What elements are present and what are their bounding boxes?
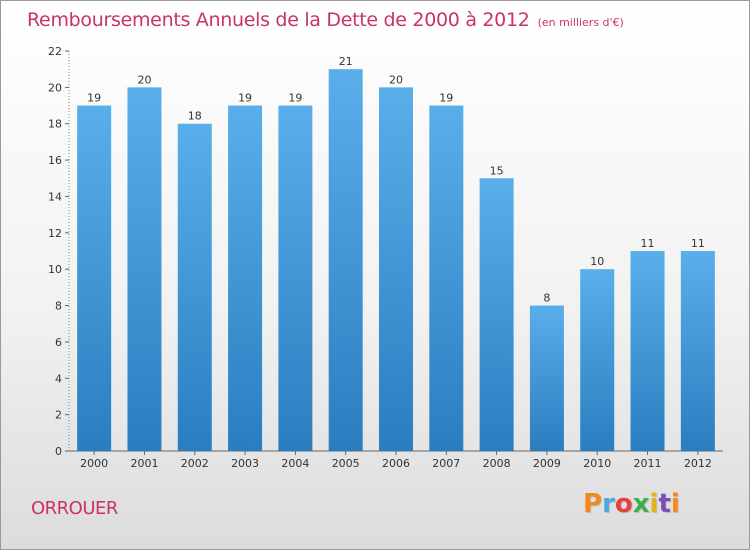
bar <box>680 251 715 451</box>
y-tick-label: 22 <box>48 45 62 58</box>
data-label: 20 <box>389 73 403 86</box>
logo-letter: P <box>583 489 603 519</box>
x-tick-label: 2012 <box>684 457 712 470</box>
chart-bars <box>77 69 715 452</box>
logo-letter: o <box>614 489 633 519</box>
data-label: 10 <box>590 255 604 268</box>
y-tick-label: 4 <box>55 372 62 385</box>
data-label: 19 <box>439 92 453 105</box>
data-label: 19 <box>288 92 302 105</box>
bar <box>177 123 212 452</box>
chart-title-text: Remboursements Annuels de la Dette de 20… <box>27 9 530 31</box>
data-label: 18 <box>188 110 202 123</box>
y-tick-label: 20 <box>48 81 62 94</box>
y-tick-label: 12 <box>48 227 62 240</box>
x-tick-label: 2009 <box>533 457 561 470</box>
bar <box>529 305 564 451</box>
y-tick-label: 18 <box>48 118 62 131</box>
y-tick-label: 2 <box>55 409 62 422</box>
chart-title: Remboursements Annuels de la Dette de 20… <box>27 9 624 31</box>
data-label: 21 <box>339 55 353 68</box>
logo-letter: x <box>632 489 650 519</box>
bar <box>328 69 363 451</box>
chart-subtitle: (en milliers d'€) <box>537 16 624 29</box>
logo-letter: i <box>670 489 680 519</box>
bar <box>379 87 413 451</box>
data-label: 15 <box>490 164 504 177</box>
bar <box>429 105 464 451</box>
data-label: 20 <box>137 73 151 86</box>
logo-letter: t <box>658 489 671 519</box>
commune-name: ORROUER <box>31 498 118 519</box>
bar <box>127 87 162 451</box>
x-tick-label: 2010 <box>583 457 611 470</box>
x-tick-label: 2006 <box>382 457 410 470</box>
bar <box>479 178 514 452</box>
logo-letter: r <box>602 489 615 519</box>
bar <box>580 269 615 451</box>
data-label: 19 <box>238 92 252 105</box>
x-tick-label: 2003 <box>231 457 259 470</box>
x-tick-label: 2002 <box>181 457 209 470</box>
proxiti-logo[interactable]: Proxiti <box>583 489 680 519</box>
x-tick-label: 2000 <box>80 457 108 470</box>
x-tick-label: 2001 <box>130 457 158 470</box>
x-tick-label: 2004 <box>281 457 309 470</box>
data-label: 11 <box>641 237 655 250</box>
y-tick-label: 8 <box>55 300 62 313</box>
y-tick-label: 14 <box>48 190 62 203</box>
data-label: 11 <box>691 237 705 250</box>
data-label: 8 <box>543 292 550 305</box>
bar <box>228 105 263 451</box>
chart-data-labels: 19 20 18 19 19 21 20 19 15 8 10 11 11 <box>87 55 705 304</box>
bar <box>630 251 665 451</box>
x-tick-label: 2011 <box>634 457 662 470</box>
y-tick-label: 6 <box>55 336 62 349</box>
y-tick-label: 10 <box>48 263 62 276</box>
x-tick-label: 2007 <box>432 457 460 470</box>
bar <box>77 105 112 451</box>
bar <box>278 105 313 451</box>
y-tick-label: 16 <box>48 154 62 167</box>
logo-letter: i <box>649 489 659 519</box>
x-tick-label: 2005 <box>332 457 360 470</box>
y-tick-label: 0 <box>55 445 62 458</box>
data-label: 19 <box>87 92 101 105</box>
x-tick-label: 2008 <box>483 457 511 470</box>
